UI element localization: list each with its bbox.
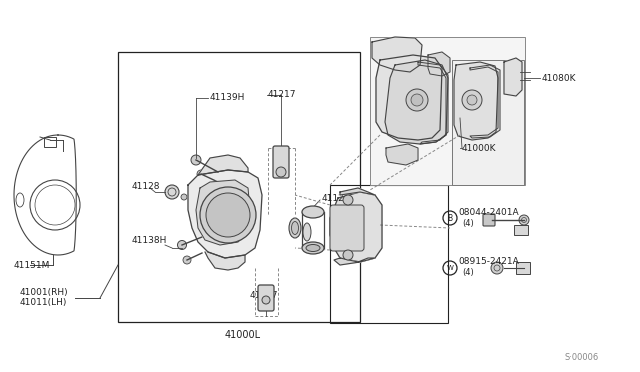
Circle shape	[165, 185, 179, 199]
Text: 41138H: 41138H	[132, 235, 168, 244]
Polygon shape	[386, 144, 418, 165]
Circle shape	[467, 95, 477, 105]
Polygon shape	[385, 60, 448, 144]
Ellipse shape	[302, 242, 324, 254]
Polygon shape	[334, 258, 375, 265]
Circle shape	[198, 234, 205, 241]
Text: (4): (4)	[462, 269, 474, 278]
Polygon shape	[428, 52, 450, 76]
FancyBboxPatch shape	[330, 205, 364, 251]
Polygon shape	[504, 58, 522, 96]
Polygon shape	[454, 62, 498, 140]
Text: 41121: 41121	[322, 193, 351, 202]
Text: 41128: 41128	[132, 182, 161, 190]
FancyBboxPatch shape	[258, 285, 274, 311]
Circle shape	[343, 195, 353, 205]
Text: 41000L: 41000L	[225, 330, 261, 340]
Ellipse shape	[306, 244, 320, 251]
Circle shape	[462, 90, 482, 110]
Bar	[452, 60, 524, 185]
Circle shape	[262, 296, 270, 304]
Polygon shape	[198, 155, 248, 175]
Text: (4): (4)	[462, 218, 474, 228]
Polygon shape	[470, 65, 500, 138]
Circle shape	[392, 83, 416, 107]
Text: 41151M: 41151M	[14, 260, 51, 269]
Bar	[514, 225, 528, 235]
Text: 41001(RH): 41001(RH)	[20, 288, 68, 296]
Circle shape	[519, 215, 529, 225]
Circle shape	[177, 241, 186, 250]
Bar	[516, 262, 530, 274]
Ellipse shape	[302, 206, 324, 218]
Polygon shape	[376, 55, 442, 140]
FancyBboxPatch shape	[483, 214, 495, 226]
Text: 41217: 41217	[250, 291, 278, 299]
Polygon shape	[205, 252, 245, 270]
Circle shape	[197, 170, 205, 178]
Text: 41080K: 41080K	[542, 74, 577, 83]
Ellipse shape	[303, 223, 311, 241]
Bar	[370, 37, 525, 185]
Text: 41217: 41217	[268, 90, 296, 99]
Circle shape	[200, 187, 256, 243]
Polygon shape	[188, 170, 262, 258]
Polygon shape	[372, 37, 422, 72]
Circle shape	[411, 94, 423, 106]
Polygon shape	[340, 188, 375, 195]
Circle shape	[191, 155, 201, 165]
Text: S·00006: S·00006	[565, 353, 599, 362]
Polygon shape	[196, 180, 250, 245]
FancyBboxPatch shape	[273, 146, 289, 178]
Circle shape	[406, 89, 428, 111]
Polygon shape	[418, 62, 448, 144]
Circle shape	[183, 256, 191, 264]
Text: 41000K: 41000K	[462, 144, 497, 153]
Text: 41139H: 41139H	[210, 93, 245, 102]
Text: 08044-2401A: 08044-2401A	[458, 208, 518, 217]
Circle shape	[343, 250, 353, 260]
Ellipse shape	[289, 218, 301, 238]
Circle shape	[181, 194, 187, 200]
Text: W: W	[447, 265, 453, 271]
Text: 08915-2421A: 08915-2421A	[458, 257, 519, 266]
Bar	[330, 185, 448, 323]
Polygon shape	[330, 192, 382, 262]
Circle shape	[276, 167, 286, 177]
Ellipse shape	[291, 221, 298, 234]
Text: 41011(LH): 41011(LH)	[20, 298, 67, 308]
Bar	[118, 52, 360, 322]
Circle shape	[491, 262, 503, 274]
Bar	[44, 137, 56, 147]
Circle shape	[214, 168, 222, 176]
Circle shape	[397, 88, 411, 102]
Circle shape	[206, 193, 250, 237]
Text: B: B	[447, 214, 452, 222]
